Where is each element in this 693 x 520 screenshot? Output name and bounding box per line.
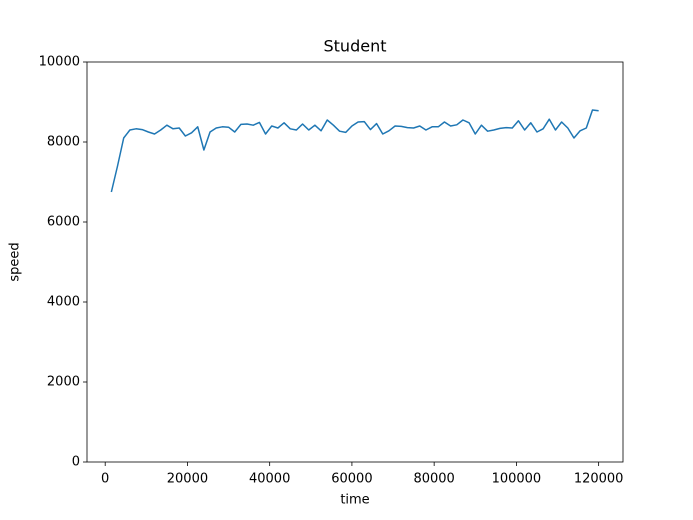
y-tick-label: 8000	[47, 135, 80, 150]
y-tick-label: 6000	[47, 215, 80, 230]
x-tick-label: 20000	[167, 472, 208, 487]
x-tick-label: 0	[101, 472, 109, 487]
y-tick-label: 2000	[47, 375, 80, 390]
x-tick-label: 80000	[413, 472, 454, 487]
x-tick-label: 60000	[331, 472, 372, 487]
plot-frame	[86, 61, 624, 463]
x-tick-label: 40000	[249, 472, 290, 487]
x-axis-label: time	[340, 493, 369, 508]
x-tick-label: 100000	[492, 472, 542, 487]
data-line	[110, 109, 599, 193]
y-tick-label: 0	[72, 455, 80, 470]
y-axis-label: speed	[8, 242, 23, 281]
x-tick-label: 120000	[574, 472, 624, 487]
chart-title: Student	[324, 37, 387, 56]
y-tick-label: 4000	[47, 295, 80, 310]
y-tick-label: 10000	[39, 55, 80, 70]
